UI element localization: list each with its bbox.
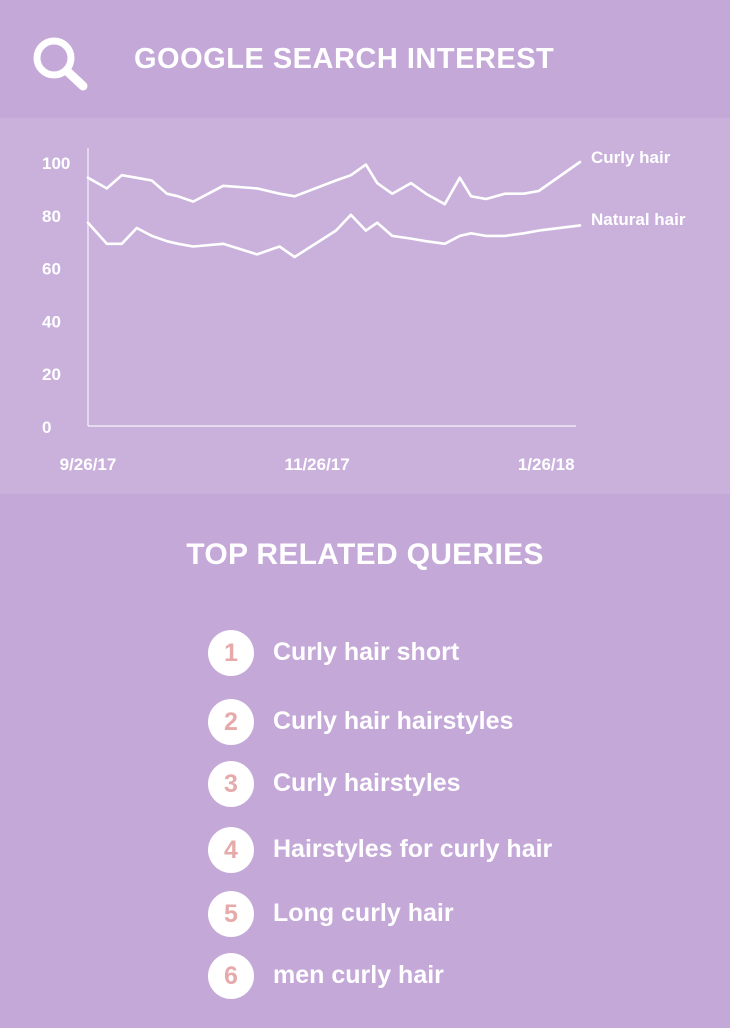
query-label: men curly hair — [273, 961, 444, 989]
line-chart: 0 20 40 60 80 100 9/26/17 11/26/17 1/26/18 Curly … — [42, 148, 686, 474]
header: GOOGLE SEARCH INTEREST — [0, 0, 730, 118]
query-label: Long curly hair — [273, 899, 454, 927]
chart-panel: 0 20 40 60 80 100 9/26/17 11/26/17 1/26/18 Curly … — [0, 118, 730, 494]
series-line-curly-hair — [86, 160, 582, 206]
section-title: TOP RELATED QUERIES — [186, 538, 544, 571]
y-tick-label: 40 — [42, 312, 61, 331]
x-tick-label: 1/26/18 — [518, 455, 575, 474]
rank-badge: 4 — [208, 827, 254, 873]
x-tick-label: 9/26/17 — [60, 455, 117, 474]
search-icon — [33, 37, 88, 91]
series-label: Curly hair — [591, 148, 671, 167]
query-label: Curly hair hairstyles — [273, 707, 514, 735]
rank-badge: 2 — [208, 699, 254, 745]
page-title: GOOGLE SEARCH INTEREST — [134, 43, 555, 75]
y-tick-label: 100 — [42, 154, 70, 173]
rank-badge: 1 — [208, 630, 254, 676]
series-line-natural-hair — [86, 213, 582, 259]
y-tick-label: 80 — [42, 207, 61, 226]
x-tick-label: 11/26/17 — [284, 455, 349, 474]
query-label: Curly hair short — [273, 638, 460, 666]
rank-badge: 3 — [208, 761, 254, 807]
y-tick-label: 0 — [42, 418, 51, 437]
query-label: Hairstyles for curly hair — [273, 835, 553, 863]
rank-badge: 6 — [208, 953, 254, 999]
series-label: Natural hair — [591, 210, 686, 229]
y-tick-label: 20 — [42, 365, 61, 384]
y-tick-label: 60 — [42, 260, 61, 279]
query-label: Curly hairstyles — [273, 769, 461, 797]
rank-badge: 5 — [208, 891, 254, 937]
